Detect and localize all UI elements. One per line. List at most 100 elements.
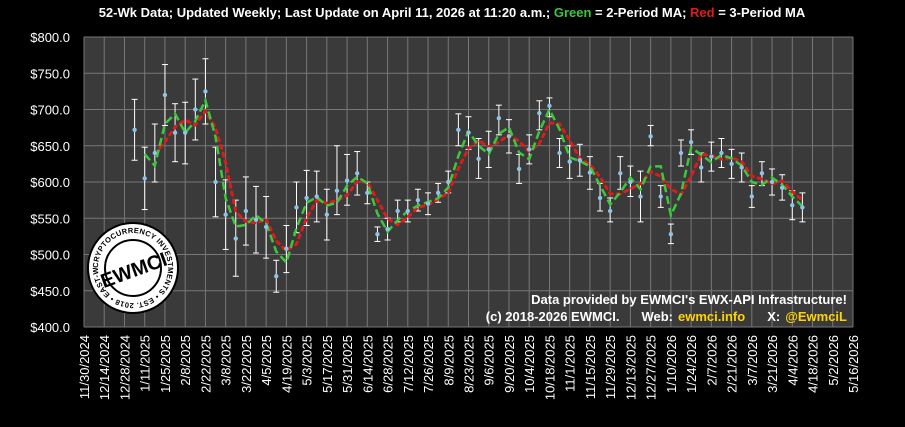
y-tick-label: $500.0 xyxy=(30,248,70,263)
ewmci-logo: CRYPTOCURRENCY INVESTMENTS • EST. 2018 •… xyxy=(87,222,179,314)
x-tick-label: 4/19/2025 xyxy=(279,335,294,393)
x-tick-label: 5/2/2026 xyxy=(826,335,841,386)
data-point xyxy=(162,92,168,98)
data-point xyxy=(385,226,390,232)
credits-x-value: @EwmciL xyxy=(785,309,847,324)
data-point xyxy=(527,147,532,152)
x-tick-label: 12/27/2025 xyxy=(644,335,659,400)
data-point xyxy=(688,139,694,145)
data-point xyxy=(304,195,309,201)
x-tick-label: 5/3/2025 xyxy=(300,335,315,386)
x-tick-label: 2/22/2025 xyxy=(198,335,213,393)
data-point xyxy=(425,201,431,206)
x-tick-label: 5/17/2025 xyxy=(320,335,335,393)
data-point xyxy=(203,89,208,94)
data-point xyxy=(607,208,613,214)
data-point xyxy=(233,236,238,241)
logo-inner-circle xyxy=(104,239,162,297)
data-point xyxy=(496,116,502,121)
x-tick-label: 7/12/2025 xyxy=(401,335,416,393)
x-tick-label: 1/25/2025 xyxy=(158,335,173,393)
x-tick-label: 3/7/2026 xyxy=(745,335,760,386)
x-tick-label: 8/9/2025 xyxy=(441,335,456,386)
y-tick-label: $400.0 xyxy=(30,320,70,335)
data-point xyxy=(628,179,633,185)
x-tick-label: 3/21/2026 xyxy=(765,335,780,393)
y-tick-label: $750.0 xyxy=(30,66,70,81)
x-tick-label: 6/14/2025 xyxy=(360,335,375,393)
x-tick-label: 12/14/2024 xyxy=(97,335,112,400)
title-green-word: Green xyxy=(554,5,592,20)
x-tick-label: 4/4/2026 xyxy=(785,335,800,386)
data-point xyxy=(790,203,795,208)
x-tick-label: 3/8/2025 xyxy=(219,335,234,386)
data-point xyxy=(456,127,461,132)
data-point xyxy=(415,197,421,203)
data-point xyxy=(354,171,360,176)
title-part1: 52-Wk Data; Updated Weekly; Last Update … xyxy=(99,5,554,20)
data-point xyxy=(577,158,583,163)
x-tick-label: 11/29/2025 xyxy=(603,335,618,399)
data-point xyxy=(152,150,158,156)
x-tick-label: 5/31/2025 xyxy=(340,335,355,393)
x-tick-label: 3/22/2025 xyxy=(239,335,254,393)
data-point xyxy=(182,130,188,135)
data-point xyxy=(587,170,593,175)
data-point xyxy=(618,171,623,176)
x-tick-label: 10/4/2025 xyxy=(522,335,537,393)
data-point xyxy=(668,232,674,237)
title-part2: = 2-Period MA; xyxy=(591,5,690,20)
x-tick-label: 11/1/2025 xyxy=(563,335,578,392)
data-point xyxy=(172,130,178,135)
data-point xyxy=(243,208,249,214)
data-point xyxy=(658,194,663,199)
data-point xyxy=(435,190,441,196)
data-point xyxy=(314,194,319,199)
data-point xyxy=(294,205,299,210)
title-part3: = 3-Period MA xyxy=(715,5,806,20)
y-tick-label: $450.0 xyxy=(30,284,70,299)
ma2-series xyxy=(143,96,804,265)
data-point xyxy=(537,110,542,116)
data-point xyxy=(213,179,218,185)
data-point xyxy=(709,154,714,159)
x-tick-label: 11/30/2024 xyxy=(77,335,92,399)
credits-line2: (c) 2018-2026 EWMCI. Web: ewmci.info X: @Ewm… xyxy=(486,309,847,324)
data-point xyxy=(142,176,147,181)
data-points xyxy=(132,89,805,279)
x-tick-label: 12/28/2024 xyxy=(117,335,132,400)
data-point xyxy=(446,179,451,185)
data-point xyxy=(749,194,755,199)
y-tick-label: $550.0 xyxy=(30,211,70,226)
data-point xyxy=(405,208,410,214)
data-point xyxy=(506,134,512,139)
title-red-word: Red xyxy=(690,5,715,20)
credits-x-label: X: xyxy=(767,309,780,324)
data-point xyxy=(395,208,400,214)
x-tick-label: 6/28/2025 xyxy=(381,335,396,393)
data-point xyxy=(739,165,744,170)
data-point xyxy=(132,127,137,132)
data-point xyxy=(779,185,785,190)
data-point xyxy=(486,147,491,152)
x-tick-label: 8/23/2025 xyxy=(462,335,477,393)
data-point xyxy=(334,188,340,193)
x-tick-label: 4/18/2026 xyxy=(806,335,821,393)
x-tick-label: 10/18/2025 xyxy=(542,335,557,400)
x-tick-label: 1/11/2025 xyxy=(138,335,153,392)
data-point xyxy=(365,190,370,196)
y-axis: $400.0 $450.0 $500.0 $550.0 $600.0 $650.0 $700… xyxy=(30,30,70,335)
data-point xyxy=(263,224,269,230)
y-tick-label: $650.0 xyxy=(30,139,70,154)
data-point xyxy=(729,161,734,167)
data-point xyxy=(193,107,198,112)
data-point xyxy=(274,274,279,279)
x-tick-label: 2/7/2026 xyxy=(704,335,719,386)
data-point xyxy=(800,205,805,210)
data-point xyxy=(719,150,724,156)
data-point xyxy=(557,150,562,156)
data-point xyxy=(699,165,704,170)
x-tick-label: 9/20/2025 xyxy=(502,335,517,393)
